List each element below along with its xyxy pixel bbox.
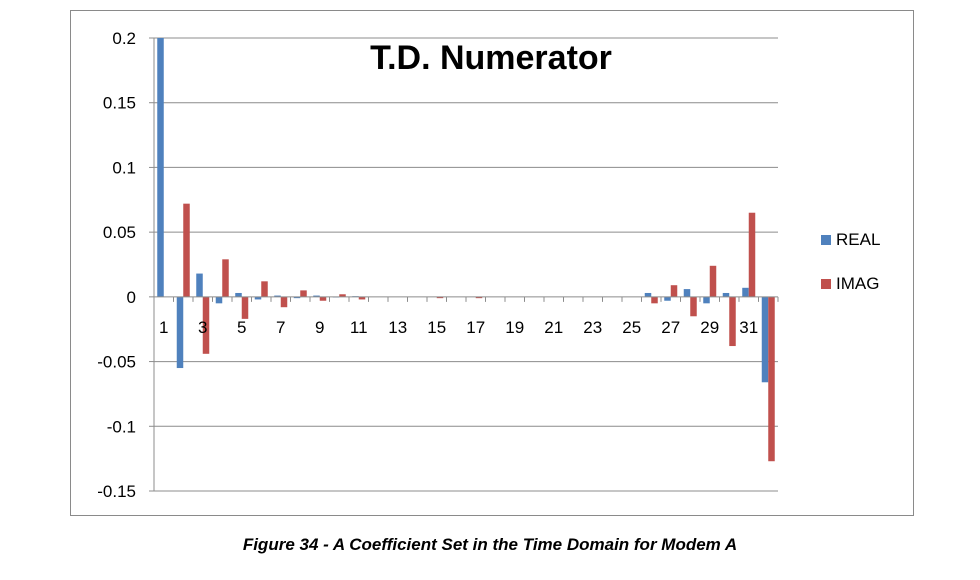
y-tick-label: 0 <box>127 288 136 307</box>
y-tick-label: -0.05 <box>97 353 136 372</box>
x-tick-label: 19 <box>505 318 524 337</box>
x-tick-label: 1 <box>159 318 168 337</box>
x-tick-label: 11 <box>350 318 368 337</box>
bar-imag-2 <box>183 203 190 297</box>
bar-real-3 <box>196 273 203 297</box>
legend: REAL IMAG <box>821 230 880 293</box>
y-tick-label: -0.15 <box>97 482 136 501</box>
bar-imag-8 <box>300 290 307 297</box>
bar-real-29 <box>703 296 710 304</box>
bar-imag-6 <box>261 281 268 297</box>
x-tick-label: 17 <box>466 318 485 337</box>
bar-real-8 <box>293 296 301 299</box>
x-tick-label: 25 <box>622 318 641 337</box>
y-tick-label: 0.15 <box>103 94 136 113</box>
y-tick-label: 0.2 <box>112 29 136 48</box>
x-tick-label: 7 <box>276 318 285 337</box>
bar-real-30 <box>722 292 730 297</box>
chart-title: T.D. Numerator <box>370 39 612 77</box>
legend-label-imag: IMAG <box>836 274 879 293</box>
bar-imag-28 <box>690 296 697 317</box>
x-tick-label: 31 <box>739 318 758 337</box>
bar-imag-30 <box>729 296 736 347</box>
bar-real-32 <box>761 296 769 383</box>
bar-imag-29 <box>709 265 717 297</box>
legend-swatch-imag <box>821 279 831 289</box>
bar-real-27 <box>664 296 671 301</box>
x-tick-label: 9 <box>315 318 324 337</box>
legend-label-real: REAL <box>836 230 880 249</box>
bar-real-6 <box>254 296 262 300</box>
figure-caption: Figure 34 - A Coefficient Set in the Tim… <box>242 535 738 554</box>
y-tick-label: 0.05 <box>103 223 136 242</box>
legend-swatch-real <box>821 235 831 245</box>
bar-imag-11 <box>358 296 366 300</box>
bar-real-28 <box>683 289 691 297</box>
bar-imag-3 <box>202 296 210 354</box>
bar-real-4 <box>215 296 223 304</box>
bars <box>157 38 775 462</box>
bar-imag-5 <box>241 296 249 319</box>
bar-imag-10 <box>339 294 346 297</box>
bar-imag-27 <box>670 285 678 297</box>
bar-real-2 <box>176 296 184 369</box>
chart-frame: 0.2 0.15 0.1 0.05 0 -0.05 -0.1 -0.15 1 3 5 7 9 11 13 15… <box>70 10 914 516</box>
x-tick-label: 3 <box>198 318 207 337</box>
x-tick-label: 29 <box>700 318 719 337</box>
x-tick-label: 23 <box>583 318 602 337</box>
bar-imag-15 <box>436 296 444 299</box>
x-tick-label: 15 <box>427 318 446 337</box>
bar-real-26 <box>644 292 652 297</box>
bar-imag-32 <box>768 296 775 462</box>
bar-real-31 <box>742 287 749 297</box>
bar-real-5 <box>235 292 242 297</box>
x-tick-label: 27 <box>661 318 680 337</box>
axes: 0.20.150.10.050-0.05-0.1-0.151 3 5 7 9 11 13 15… <box>97 29 779 501</box>
x-tick-label: 5 <box>237 318 246 337</box>
bar-imag-26 <box>651 296 658 304</box>
y-tick-label: -0.1 <box>107 417 136 436</box>
bar-real-7 <box>274 295 281 297</box>
bar-imag-17 <box>475 296 483 299</box>
bar-imag-9 <box>319 296 327 301</box>
bar-imag-7 <box>280 296 288 308</box>
x-tick-label: 21 <box>544 318 563 337</box>
bar-chart: 0.20.150.10.050-0.05-0.1-0.151 3 5 7 9 11 13 15… <box>97 29 880 501</box>
bar-imag-31 <box>748 212 756 297</box>
bar-real-1 <box>157 38 164 297</box>
x-tick-label: 13 <box>388 318 407 337</box>
y-tick-label: 0.1 <box>112 158 136 177</box>
gridlines <box>154 37 778 492</box>
bar-imag-4 <box>222 259 229 297</box>
bar-real-9 <box>313 295 320 297</box>
